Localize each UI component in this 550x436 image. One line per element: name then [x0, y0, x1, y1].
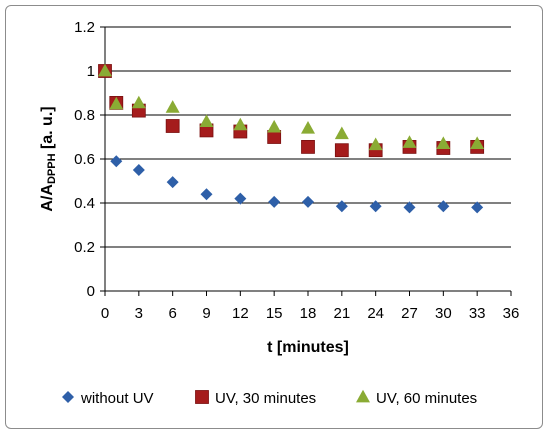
data-point-triangle: [436, 136, 451, 149]
y-tick-label: 1: [87, 63, 95, 80]
series-triangle: [98, 63, 485, 151]
gridlines: [105, 26, 511, 248]
data-point-triangle: [368, 137, 383, 151]
x-tick-label: 36: [503, 305, 520, 322]
legend-marker-square: [195, 390, 209, 404]
x-tick-label: 24: [367, 305, 384, 322]
x-tick-label: 30: [435, 305, 452, 322]
y-axis-title-main: A/A: [39, 184, 56, 212]
series-diamond: [99, 65, 484, 214]
legend-entry-triangle: UV, 60 minutes: [356, 389, 477, 407]
data-point-diamond: [437, 200, 450, 213]
data-point-triangle: [131, 95, 146, 109]
x-tick-label: 12: [232, 305, 249, 322]
data-point-triangle: [267, 119, 282, 133]
legend-marker-diamond: [62, 391, 74, 403]
legend-label: UV, 30 minutes: [215, 390, 316, 407]
y-tick-label: 0: [87, 283, 95, 300]
data-point-diamond: [166, 176, 179, 189]
data-point-triangle: [165, 100, 180, 113]
y-tick-label: 0.4: [74, 195, 95, 212]
y-axis-title-subscript: DPPH: [46, 153, 58, 184]
legend-entry-square: UV, 30 minutes: [195, 390, 316, 407]
data-point-triangle: [109, 96, 124, 110]
data-point-diamond: [200, 188, 213, 201]
data-point-diamond: [302, 195, 314, 208]
data-point-square: [334, 143, 349, 158]
y-axis-title-unit: [a. u.]: [39, 106, 56, 153]
y-tick-labels: 0 0.2 0.4 0.6 0.8 1 1.2: [74, 19, 95, 300]
y-tick-label: 0.6: [74, 151, 95, 168]
data-point-triangle: [98, 63, 112, 77]
data-point-diamond: [268, 195, 281, 208]
data-point-triangle: [334, 126, 349, 140]
data-point-diamond: [110, 155, 123, 168]
legend-label: without UV: [80, 390, 154, 407]
x-tick-label: 18: [300, 305, 317, 322]
data-point-triangle: [470, 136, 485, 149]
data-point-diamond: [132, 164, 145, 176]
data-point-diamond: [403, 201, 416, 214]
axes: [100, 26, 512, 296]
x-tick-label: 3: [135, 305, 143, 322]
y-axis-title: A/ADPPH [a. u.]: [39, 106, 58, 211]
legend-marker-triangle: [356, 389, 370, 403]
data-point-triangle: [402, 135, 417, 148]
x-tick-label: 21: [333, 305, 350, 322]
y-tick-label: 1.2: [74, 19, 95, 36]
x-tick-label: 9: [202, 305, 210, 322]
x-tick-label: 33: [469, 305, 486, 322]
data-point-diamond: [234, 192, 247, 205]
data-point-square: [165, 119, 180, 133]
x-tick-label: 15: [266, 305, 283, 322]
y-tick-label: 0.2: [74, 239, 95, 256]
legend-entry-diamond: without UV: [62, 390, 154, 407]
legend-label: UV, 60 minutes: [376, 390, 477, 407]
x-axis-title: t [minutes]: [267, 339, 349, 356]
data-point-diamond: [471, 201, 484, 214]
data-point-square: [301, 139, 315, 154]
x-tick-label: 6: [168, 305, 176, 322]
chart-frame: [5, 5, 543, 429]
data-point-diamond: [335, 200, 348, 213]
data-point-triangle: [199, 114, 214, 127]
x-tick-label: 27: [401, 305, 418, 322]
y-tick-label: 0.8: [74, 107, 95, 124]
legend: without UV UV, 30 minutes UV, 60 minutes: [62, 389, 477, 407]
data-point-triangle: [301, 121, 315, 134]
data-points: [98, 63, 485, 214]
data-point-triangle: [233, 117, 248, 131]
x-tick-labels: 0 3 6 9 12 15 18 21 24 27 30 33 36: [101, 305, 520, 322]
x-tick-label: 0: [101, 305, 109, 322]
series-square: [98, 64, 485, 158]
data-point-diamond: [369, 200, 382, 213]
